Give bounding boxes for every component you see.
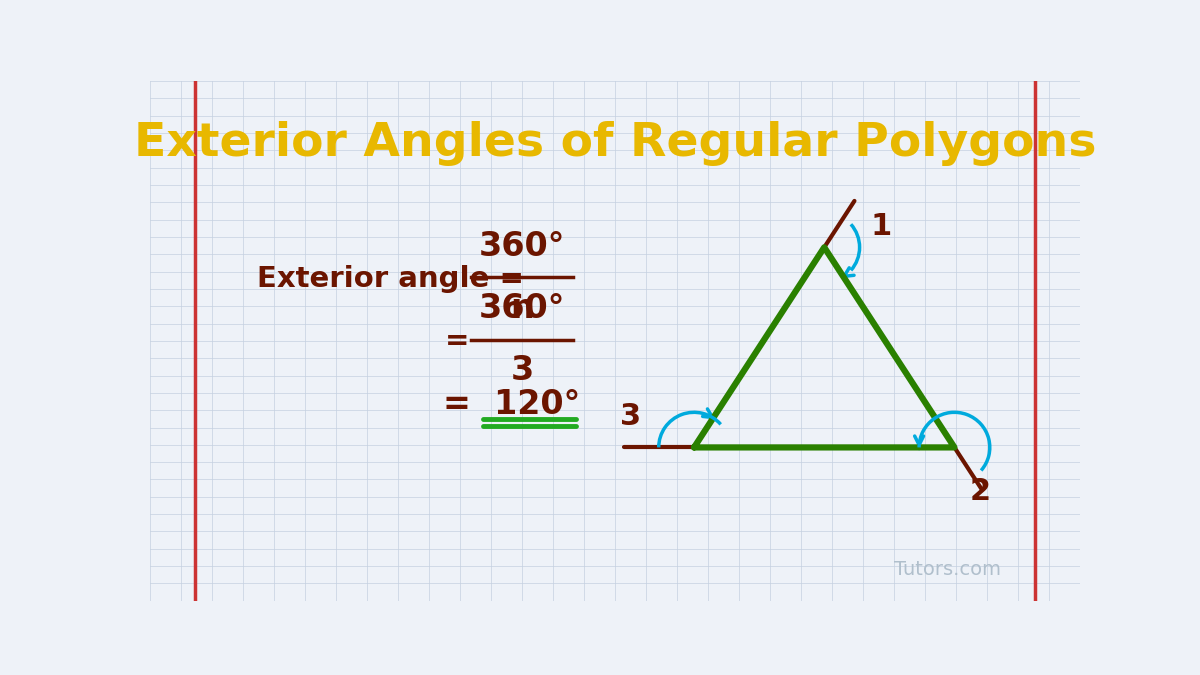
- Text: 360°: 360°: [479, 292, 565, 325]
- Text: 1: 1: [871, 212, 892, 241]
- Text: 360°: 360°: [479, 230, 565, 263]
- Text: n: n: [510, 292, 534, 325]
- Text: Exterior Angles of Regular Polygons: Exterior Angles of Regular Polygons: [133, 121, 1097, 166]
- Text: Tutors.com: Tutors.com: [894, 560, 1001, 579]
- Text: 2: 2: [970, 477, 991, 506]
- Text: 3: 3: [510, 354, 534, 387]
- Text: Exterior angle =: Exterior angle =: [257, 265, 524, 292]
- Text: =  120°: = 120°: [443, 387, 581, 421]
- Text: 3: 3: [620, 402, 641, 431]
- Text: =: =: [445, 327, 469, 355]
